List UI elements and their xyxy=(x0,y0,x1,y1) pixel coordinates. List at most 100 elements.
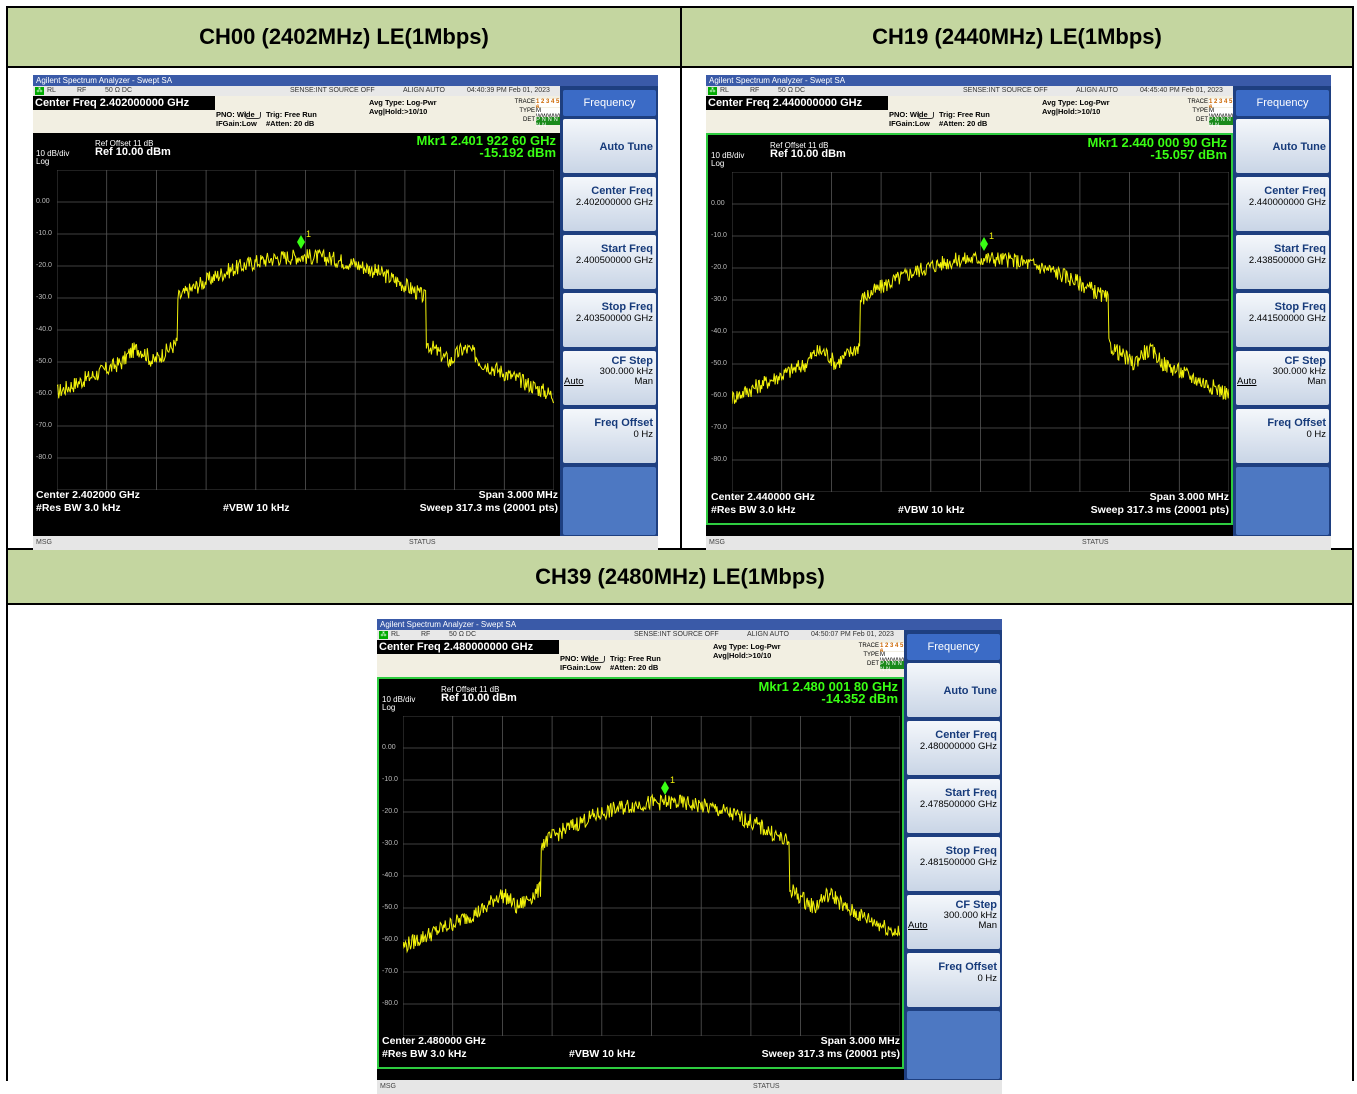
avg-type-label: Avg Type: Log-Pwr xyxy=(713,642,781,651)
det-label: DET xyxy=(867,661,879,667)
marker-number: 1 xyxy=(989,231,994,241)
scale-label: 10 dB/div xyxy=(382,695,416,704)
center-bottom-label: Center 2.440000 GHz xyxy=(711,491,815,503)
timestamp: 04:50:07 PM Feb 01, 2023 xyxy=(811,631,894,638)
timestamp: 04:45:40 PM Feb 01, 2023 xyxy=(1140,87,1223,94)
impedance-label: 50 Ω DC xyxy=(778,87,806,94)
cf-step-button[interactable]: CF Step 300.000 kHz Auto Man xyxy=(907,895,1000,949)
log-label: Log xyxy=(382,703,396,712)
cf-step-auto[interactable]: Auto xyxy=(1237,376,1257,387)
auto-tune-label: Auto Tune xyxy=(943,685,997,697)
marker-level: -14.352 dBm xyxy=(821,691,898,706)
rf-label: RF xyxy=(421,631,431,638)
marker-frequency: Mkr1 2.480 001 80 GHz xyxy=(758,679,898,694)
trace-indicator: TRACE TYPE DET 1 2 3 4 5 6 M WWWWW P N N… xyxy=(1180,99,1237,129)
impedance-label: 50 Ω DC xyxy=(105,87,133,94)
settings-pane: Center Freq 2.480000000 GHz PNO: Wide IF… xyxy=(377,640,908,677)
cf-step-value: 300.000 kHz xyxy=(943,910,997,921)
spectrum-analyzer-screenshot-0: Agilent Spectrum Analyzer - Swept SA ⁂ R… xyxy=(33,75,658,550)
cf-step-button[interactable]: CF Step 300.000 kHz Auto Man xyxy=(1236,351,1329,405)
center-freq-value: 2.440000000 GHz xyxy=(1248,197,1326,208)
trigger-icon xyxy=(589,656,605,663)
settings-pane: Center Freq 2.402000000 GHz PNO: Wide IF… xyxy=(33,96,564,133)
start-freq-button[interactable]: Start Freq 2.438500000 GHz xyxy=(1236,235,1329,289)
cf-step-label: CF Step xyxy=(611,355,653,367)
ref-offset: Ref Offset 11 dB xyxy=(770,141,829,150)
stop-freq-button[interactable]: Stop Freq 2.441500000 GHz xyxy=(1236,293,1329,347)
auto-tune-button[interactable]: Auto Tune xyxy=(1236,119,1329,173)
freq-offset-value: 0 Hz xyxy=(1306,429,1326,440)
trace-detectors: P N N N N N xyxy=(880,661,904,673)
freq-offset-button[interactable]: Freq Offset 0 Hz xyxy=(907,953,1000,1007)
marker-diamond-icon xyxy=(980,237,988,251)
status-row: ⁂ RL RF 50 Ω DC SENSE:INT SOURCE OFF ALI… xyxy=(377,630,904,640)
freq-offset-label: Freq Offset xyxy=(594,417,653,429)
sense-label: SENSE:INT SOURCE OFF xyxy=(634,631,719,638)
stop-freq-button[interactable]: Stop Freq 2.403500000 GHz xyxy=(563,293,656,347)
blank-softkey xyxy=(1236,467,1329,535)
status-row: ⁂ RL RF 50 Ω DC SENSE:INT SOURCE OFF ALI… xyxy=(706,86,1233,96)
sweep-label: Sweep 317.3 ms (20001 pts) xyxy=(419,502,558,514)
rl-icon: ⁂ xyxy=(35,87,44,95)
y-axis-label: -10.0 xyxy=(382,776,398,783)
center-freq-label: Center Freq xyxy=(1264,185,1326,197)
trace-detectors: P N N N N N xyxy=(1209,117,1233,129)
msg-label: MSG xyxy=(380,1083,396,1090)
start-freq-button[interactable]: Start Freq 2.400500000 GHz xyxy=(563,235,656,289)
ref-offset: Ref Offset 11 dB xyxy=(95,139,154,148)
cf-step-auto[interactable]: Auto xyxy=(564,376,584,387)
marker-level: -15.192 dBm xyxy=(479,145,556,160)
trigger-icon xyxy=(245,112,261,119)
plot-area: Ref Offset 11 dB 10 dB/div Log Ref 10.00… xyxy=(33,133,560,525)
stop-freq-button[interactable]: Stop Freq 2.481500000 GHz xyxy=(907,837,1000,891)
y-axis-label: -10.0 xyxy=(711,232,727,239)
trace-types: M WWWWW xyxy=(1209,108,1237,120)
center-freq-button[interactable]: Center Freq 2.480000000 GHz xyxy=(907,721,1000,775)
avg-hold-label: Avg|Hold:>10/10 xyxy=(713,651,772,660)
cf-step-value: 300.000 kHz xyxy=(1272,366,1326,377)
plot-area: Ref Offset 11 dB 10 dB/div Log Ref 10.00… xyxy=(706,133,1233,525)
window-title: Agilent Spectrum Analyzer - Swept SA xyxy=(706,75,1331,86)
y-axis-label: -60.0 xyxy=(382,936,398,943)
marker-number: 1 xyxy=(670,775,675,785)
y-axis-label: 0.00 xyxy=(382,744,396,751)
sweep-label: Sweep 317.3 ms (20001 pts) xyxy=(761,1048,900,1060)
y-axis-label: 0.00 xyxy=(36,198,50,205)
cf-step-auto[interactable]: Auto xyxy=(908,920,928,931)
trigger-icon xyxy=(918,112,934,119)
center-freq-button[interactable]: Center Freq 2.440000000 GHz xyxy=(1236,177,1329,231)
freq-offset-button[interactable]: Freq Offset 0 Hz xyxy=(563,409,656,463)
cf-step-button[interactable]: CF Step 300.000 kHz Auto Man xyxy=(563,351,656,405)
cf-step-man[interactable]: Man xyxy=(1307,376,1326,387)
freq-offset-button[interactable]: Freq Offset 0 Hz xyxy=(1236,409,1329,463)
stop-freq-value: 2.441500000 GHz xyxy=(1248,313,1326,324)
header-ch00: CH00 (2402MHz) LE(1Mbps) xyxy=(6,6,682,68)
trace-numbers: 1 2 3 4 5 6 xyxy=(536,99,560,111)
start-freq-button[interactable]: Start Freq 2.478500000 GHz xyxy=(907,779,1000,833)
window-title: Agilent Spectrum Analyzer - Swept SA xyxy=(33,75,658,86)
cf-step-label: CF Step xyxy=(955,899,997,911)
rf-label: RF xyxy=(77,87,87,94)
auto-tune-button[interactable]: Auto Tune xyxy=(563,119,656,173)
align-label: ALIGN AUTO xyxy=(747,631,789,638)
status-row: ⁂ RL RF 50 Ω DC SENSE:INT SOURCE OFF ALI… xyxy=(33,86,560,96)
stop-freq-value: 2.403500000 GHz xyxy=(575,313,653,324)
y-axis-label: -80.0 xyxy=(382,1000,398,1007)
cf-step-man[interactable]: Man xyxy=(978,920,997,931)
cf-step-value: 300.000 kHz xyxy=(599,366,653,377)
rl-label: RL xyxy=(391,631,400,638)
auto-tune-button[interactable]: Auto Tune xyxy=(907,663,1000,717)
settings-pane: Center Freq 2.440000000 GHz PNO: Wide IF… xyxy=(706,96,1237,133)
marker-diamond-icon xyxy=(297,235,305,249)
center-freq-button[interactable]: Center Freq 2.402000000 GHz xyxy=(563,177,656,231)
status-label: STATUS xyxy=(753,1083,780,1090)
y-axis-label: -40.0 xyxy=(711,328,727,335)
status-label: STATUS xyxy=(1082,539,1109,546)
atten-label: #Atten: 20 dB xyxy=(939,119,988,128)
spectrum-analyzer-screenshot-1: Agilent Spectrum Analyzer - Swept SA ⁂ R… xyxy=(706,75,1331,550)
menu-title: Frequency xyxy=(1236,90,1329,116)
y-axis-label: -70.0 xyxy=(36,422,52,429)
type-label: TYPE xyxy=(519,108,535,114)
message-bar: MSG STATUS xyxy=(706,536,1331,550)
cf-step-man[interactable]: Man xyxy=(634,376,653,387)
